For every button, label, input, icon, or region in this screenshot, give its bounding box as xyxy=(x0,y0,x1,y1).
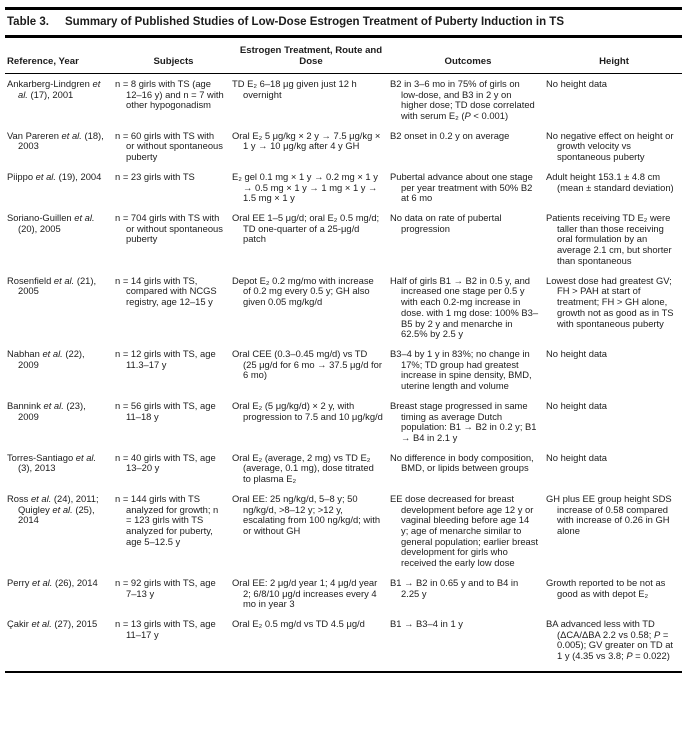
cell-reference: Perry et al. (26), 2014 xyxy=(7,576,98,588)
cell-outcomes: B1 → B3–4 in 1 y xyxy=(390,618,463,630)
table-row: Çakir et al. (27), 2015 n = 13 girls with… xyxy=(5,618,682,672)
column-header: Estrogen Treatment, Route and Dose xyxy=(232,38,390,74)
cell-outcomes: No data on rate of pubertal progression xyxy=(390,212,502,234)
cell-outcomes: No difference in body composition, BMD, … xyxy=(390,451,534,474)
table-row: Torres-Santiago et al. (3), 2013 n = 40 g… xyxy=(5,451,682,494)
cell-height: No height data xyxy=(546,77,607,89)
cell-outcomes: EE dose decreased for breast development… xyxy=(390,492,539,569)
cell-reference: Çakir et al. (27), 2015 xyxy=(7,618,98,630)
cell-reference: Piippo et al. (19), 2004 xyxy=(7,170,102,182)
cell-treatment: Oral E₂ 5 μg/kg × 2 y → 7.5 μg/kg × 1 y … xyxy=(232,129,381,152)
cell-treatment: Oral CEE (0.3–0.45 mg/d) vs TD (25 μg/d … xyxy=(232,347,382,381)
cell-outcomes: B2 in 3–6 mo in 75% of girls on low-dose… xyxy=(390,77,535,121)
cell-subjects: n = 144 girls with TS analyzed for growt… xyxy=(115,492,219,547)
cell-treatment: Oral EE 1–5 μg/d; oral E₂ 0.5 mg/d; TD o… xyxy=(232,212,380,245)
cell-treatment: Oral EE: 25 ng/kg/d, 5–8 y; 50 ng/kg/d, … xyxy=(232,492,381,536)
cell-height: Patients receiving TD E₂ were taller tha… xyxy=(546,212,672,266)
cell-reference: Bannink et al. (23), 2009 xyxy=(7,399,86,422)
studies-table: Reference, Year Subjects Estrogen Treatmen… xyxy=(5,38,682,673)
cell-treatment: TD E₂ 6–18 μg given just 12 h overnight xyxy=(232,77,357,100)
table-title: Summary of Published Studies of Low-Dose… xyxy=(64,16,564,28)
cell-reference: Ankarberg-Lindgren et al. (17), 2001 xyxy=(7,77,101,100)
table-row: Bannink et al. (23), 2009 n = 56 girls wi… xyxy=(5,399,682,453)
cell-height: No negative effect on height or growth v… xyxy=(546,129,674,163)
column-header-row: Reference, Year Subjects Estrogen Treatmen… xyxy=(5,38,682,74)
cell-reference: Nabhan et al. (22), 2009 xyxy=(7,347,85,370)
cell-subjects: n = 13 girls with TS, age 11–17 y xyxy=(115,618,216,640)
table-row: Soriano-Guillen et al. (20), 2005 n = 704… xyxy=(5,212,682,276)
cell-treatment: Depot E₂ 0.2 mg/mo with increase of 0.2 … xyxy=(232,274,374,308)
cell-subjects: n = 14 girls with TS, compared with NCGS… xyxy=(115,274,217,308)
cell-reference: Rosenfield et al. (21), 2005 xyxy=(7,274,97,297)
cell-subjects: n = 704 girls with TS with or without sp… xyxy=(115,212,223,245)
cell-treatment: Oral E₂ (average, 2 mg) vs TD E₂ (averag… xyxy=(232,451,374,485)
cell-reference: Ross et al. (24), 2011; Quigley et al. (… xyxy=(7,492,99,526)
cell-outcomes: B1 → B2 in 0.65 y and to B4 in 2.25 y xyxy=(390,576,519,599)
cell-subjects: n = 40 girls with TS, age 13–20 y xyxy=(115,451,216,474)
table-row: Van Pareren et al. (18), 2003 n = 60 girl… xyxy=(5,129,682,172)
table-body: Ankarberg-Lindgren et al. (17), 2001 n = … xyxy=(5,73,682,672)
table-row: Nabhan et al. (22), 2009 n = 12 girls wit… xyxy=(5,347,682,401)
cell-outcomes: Half of girls B1 → B2 in 0.5 y, and incr… xyxy=(390,274,539,340)
table-label: Table 3. xyxy=(7,16,49,28)
table-title-bar: Table 3. Summary of Published Studies of … xyxy=(5,7,682,38)
cell-height: Growth reported to be not as good as wit… xyxy=(546,576,666,599)
table-row: Perry et al. (26), 2014 n = 92 girls with… xyxy=(5,576,682,619)
cell-height: No height data xyxy=(546,399,607,411)
cell-outcomes: B3–4 by 1 y in 83%; no change in 17%; TD… xyxy=(390,347,532,392)
cell-reference: Van Pareren et al. (18), 2003 xyxy=(7,129,104,152)
cell-treatment: Oral E₂ (5 μg/kg/d) × 2 y, with progress… xyxy=(232,399,383,422)
cell-subjects: n = 92 girls with TS, age 7–13 y xyxy=(115,576,216,599)
cell-treatment: Oral EE: 2 μg/d year 1; 4 μg/d year 2; 6… xyxy=(232,576,378,610)
table-row: Ross et al. (24), 2011; Quigley et al. (… xyxy=(5,492,682,578)
cell-outcomes: Breast stage progressed in same timing a… xyxy=(390,399,537,443)
cell-outcomes: Pubertal advance about one stage per yea… xyxy=(390,170,533,204)
cell-subjects: n = 12 girls with TS, age 11.3–17 y xyxy=(115,347,216,370)
column-header: Reference, Year xyxy=(5,38,115,74)
cell-subjects: n = 23 girls with TS xyxy=(115,170,195,182)
cell-height: Adult height 153.1 ± 4.8 cm (mean ± stan… xyxy=(546,170,674,193)
cell-height: BA advanced less with TD (ΔCA/ΔBA 2.2 vs… xyxy=(546,618,674,662)
cell-height: No height data xyxy=(546,347,607,359)
cell-subjects: n = 56 girls with TS, age 11–18 y xyxy=(115,399,216,422)
column-header: Outcomes xyxy=(390,38,546,74)
column-header: Height xyxy=(546,38,682,74)
table-row: Ankarberg-Lindgren et al. (17), 2001 n = … xyxy=(5,73,682,130)
cell-height: No height data xyxy=(546,451,607,463)
paper-page: Table 3. Summary of Published Studies of … xyxy=(5,7,682,673)
table-row: Piippo et al. (19), 2004 n = 23 girls wit… xyxy=(5,170,682,213)
cell-reference: Soriano-Guillen et al. (20), 2005 xyxy=(7,212,95,234)
cell-reference: Torres-Santiago et al. (3), 2013 xyxy=(7,451,97,474)
cell-subjects: n = 60 girls with TS with or without spo… xyxy=(115,129,223,163)
column-header: Subjects xyxy=(115,38,232,74)
table-row: Rosenfield et al. (21), 2005 n = 14 girls… xyxy=(5,274,682,349)
cell-height: Lowest dose had greatest GV; FH > PAH at… xyxy=(546,274,674,329)
cell-treatment: E₂ gel 0.1 mg × 1 y → 0.2 mg × 1 y → 0.5… xyxy=(232,170,378,204)
cell-subjects: n = 8 girls with TS (age 12–16 y) and n … xyxy=(115,77,224,111)
cell-outcomes: B2 onset in 0.2 y on average xyxy=(390,129,510,141)
cell-treatment: Oral E₂ 0.5 mg/d vs TD 4.5 μg/d xyxy=(232,618,365,630)
cell-height: GH plus EE group height SDS increase of … xyxy=(546,492,672,536)
